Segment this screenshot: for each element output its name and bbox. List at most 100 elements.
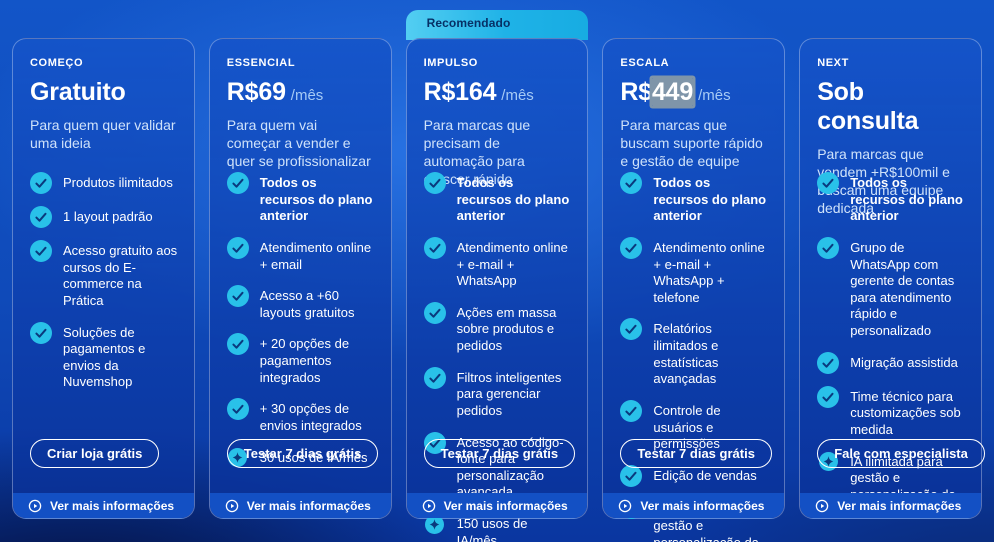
feature-item: Edição de vendas [620, 464, 768, 487]
check-icon [620, 172, 643, 194]
features-list: Todos os recursos do plano anterior Grup… [817, 172, 965, 520]
plan-header: IMPULSO R$164/mês Para marcas que precis… [423, 57, 572, 187]
plan-label: COMEÇO [30, 57, 84, 69]
features-list: Todos os recursos do plano anterior Aten… [423, 172, 572, 542]
check-icon [226, 398, 249, 421]
trial-button[interactable]: Testar 7 dias grátis [423, 439, 576, 468]
feature-item: Soluções de pagamentos e envios da Nuvem… [30, 321, 178, 392]
feature-item: Time técnico para customizações sob medi… [817, 385, 965, 439]
trial-button[interactable]: Testar 7 dias grátis [620, 439, 772, 468]
check-icon [620, 464, 643, 487]
plan-price: R$69/mês [227, 78, 375, 107]
more-info-bar[interactable]: Ver mais informações [13, 493, 194, 518]
features-list: Produtos ilimitados 1 layout padrão Aces… [30, 172, 178, 392]
create-free-store-button[interactable]: Criar loja grátis [30, 439, 160, 468]
more-info-label: Ver mais informações [50, 498, 175, 513]
feature-item: Ações em massa sobre produtos e pedidos [423, 301, 572, 355]
check-icon [226, 285, 249, 308]
plan-card-comeco: COMEÇO Gratuito Para quem quer validar u… [12, 38, 195, 519]
check-icon [226, 236, 249, 259]
more-info-bar[interactable]: Ver mais informações [406, 493, 588, 518]
feature-item: Atendimento online + e-mail + WhatsApp +… [620, 236, 768, 307]
ai-sparkle-icon [424, 513, 446, 535]
price-amount: 164 [455, 78, 497, 106]
feature-text: Todos os recursos do plano anterior [259, 175, 373, 224]
plan-label: NEXT [817, 57, 849, 69]
more-info-bar[interactable]: Ver mais informações [800, 493, 981, 518]
feature-item: 150 usos de IA/mês [424, 514, 572, 542]
feature-item: Produtos ilimitados [30, 172, 178, 194]
feature-item: 1 layout padrão [30, 206, 178, 228]
plan-label: ESCALA [620, 57, 670, 69]
price-period: /mês [290, 87, 324, 104]
more-info-label: Ver mais informações [640, 498, 765, 513]
play-icon [225, 499, 239, 513]
price-currency: R$ [423, 78, 456, 106]
plan-price: R$164/mês [424, 78, 572, 107]
check-icon [423, 301, 446, 324]
plan-header: COMEÇO Gratuito Para quem quer validar u… [30, 57, 178, 173]
check-icon [30, 240, 52, 262]
check-icon [817, 351, 840, 374]
plan-description: Para marcas que buscam suporte rápido e … [620, 116, 763, 170]
plan-column-comeco: COMEÇO Gratuito Para quem quer validar u… [12, 38, 195, 519]
features-list: Todos os recursos do plano anterior Aten… [226, 172, 375, 469]
plan-title: Gratuito [30, 78, 126, 106]
feature-item: Acesso a +60 layouts gratuitos [226, 285, 375, 321]
feature-item: Todos os recursos do plano anterior [620, 172, 768, 225]
feature-item: Atendimento online + e-mail + WhatsApp [423, 236, 572, 290]
plan-label: IMPULSO [423, 57, 478, 69]
feature-text: Produtos ilimitados [63, 175, 173, 190]
feature-text: Soluções de pagamentos e envios da Nuvem… [63, 324, 146, 390]
feature-item: Acesso gratuito aos cursos do E-commerce… [30, 240, 178, 310]
more-info-bar[interactable]: Ver mais informações [603, 493, 785, 518]
feature-text: Atendimento online + e-mail + WhatsApp +… [653, 239, 765, 305]
plan-column-escala: ESCALA R$449/mês Para marcas que buscam … [602, 38, 786, 542]
feature-text: Atendimento online + email [259, 239, 372, 272]
plan-column-impulso: Recomendado IMPULSO R$164/mês Para marca… [405, 10, 589, 542]
feature-text: + 20 opções de pagamentos integrados [259, 336, 350, 385]
plan-description: Para quem quer validar uma ideia [30, 116, 176, 151]
more-info-bar[interactable]: Ver mais informações [209, 493, 391, 518]
feature-text: Relatórios ilimitados e estatísticas ava… [653, 321, 719, 387]
check-icon [817, 172, 840, 194]
price-period: /mês [501, 87, 534, 104]
feature-text: Acesso a +60 layouts gratuitos [259, 288, 355, 320]
price-currency: R$ [620, 78, 652, 106]
feature-text: 1 layout padrão [63, 209, 153, 224]
check-icon [30, 172, 52, 194]
check-icon [423, 236, 446, 259]
plan-header: NEXT Sob consulta Para marcas que vendem… [817, 57, 965, 216]
feature-text: Todos os recursos do plano anterior [850, 175, 963, 224]
feature-item: Grupo de WhatsApp com gerente de contas … [817, 236, 965, 340]
feature-text: Acesso gratuito aos cursos do E-commerce… [63, 243, 178, 308]
features-list: Todos os recursos do plano anterior Aten… [620, 172, 768, 542]
feature-text: Migração assistida [850, 354, 958, 370]
feature-text: Todos os recursos do plano anterior [653, 175, 767, 224]
plan-column-next: NEXT Sob consulta Para marcas que vendem… [799, 38, 985, 520]
plan-description: Para quem vai começar a vender e quer se… [226, 116, 371, 170]
price-amount-selected: 449 [651, 78, 694, 106]
price-amount: 69 [258, 78, 286, 106]
check-icon [620, 318, 643, 341]
check-icon [226, 333, 249, 356]
feature-text: Atendimento online + e-mail + WhatsApp [456, 239, 568, 289]
check-icon [817, 385, 840, 408]
plan-card-escala: ESCALA R$449/mês Para marcas que buscam … [602, 38, 786, 542]
check-icon [620, 236, 643, 259]
recommended-badge: Recomendado [405, 10, 589, 40]
talk-to-specialist-button[interactable]: Fale com especialista [817, 439, 985, 468]
price-currency: R$ [226, 78, 259, 106]
plan-header: ESCALA R$449/mês Para marcas que buscam … [620, 57, 768, 173]
check-icon [30, 206, 52, 228]
trial-button[interactable]: Testar 7 dias grátis [226, 439, 379, 468]
feature-item: + 30 opções de envios integrados [226, 398, 375, 434]
feature-item: Todos os recursos do plano anterior [817, 172, 965, 225]
feature-text: Grupo de WhatsApp com gerente de contas … [850, 239, 955, 338]
play-icon [618, 499, 632, 513]
play-icon [28, 499, 42, 513]
plan-title: Sob consulta [817, 78, 919, 135]
plan-card-next: NEXT Sob consulta Para marcas que vendem… [799, 38, 985, 520]
feature-text: + 30 opções de envios integrados [259, 401, 362, 433]
